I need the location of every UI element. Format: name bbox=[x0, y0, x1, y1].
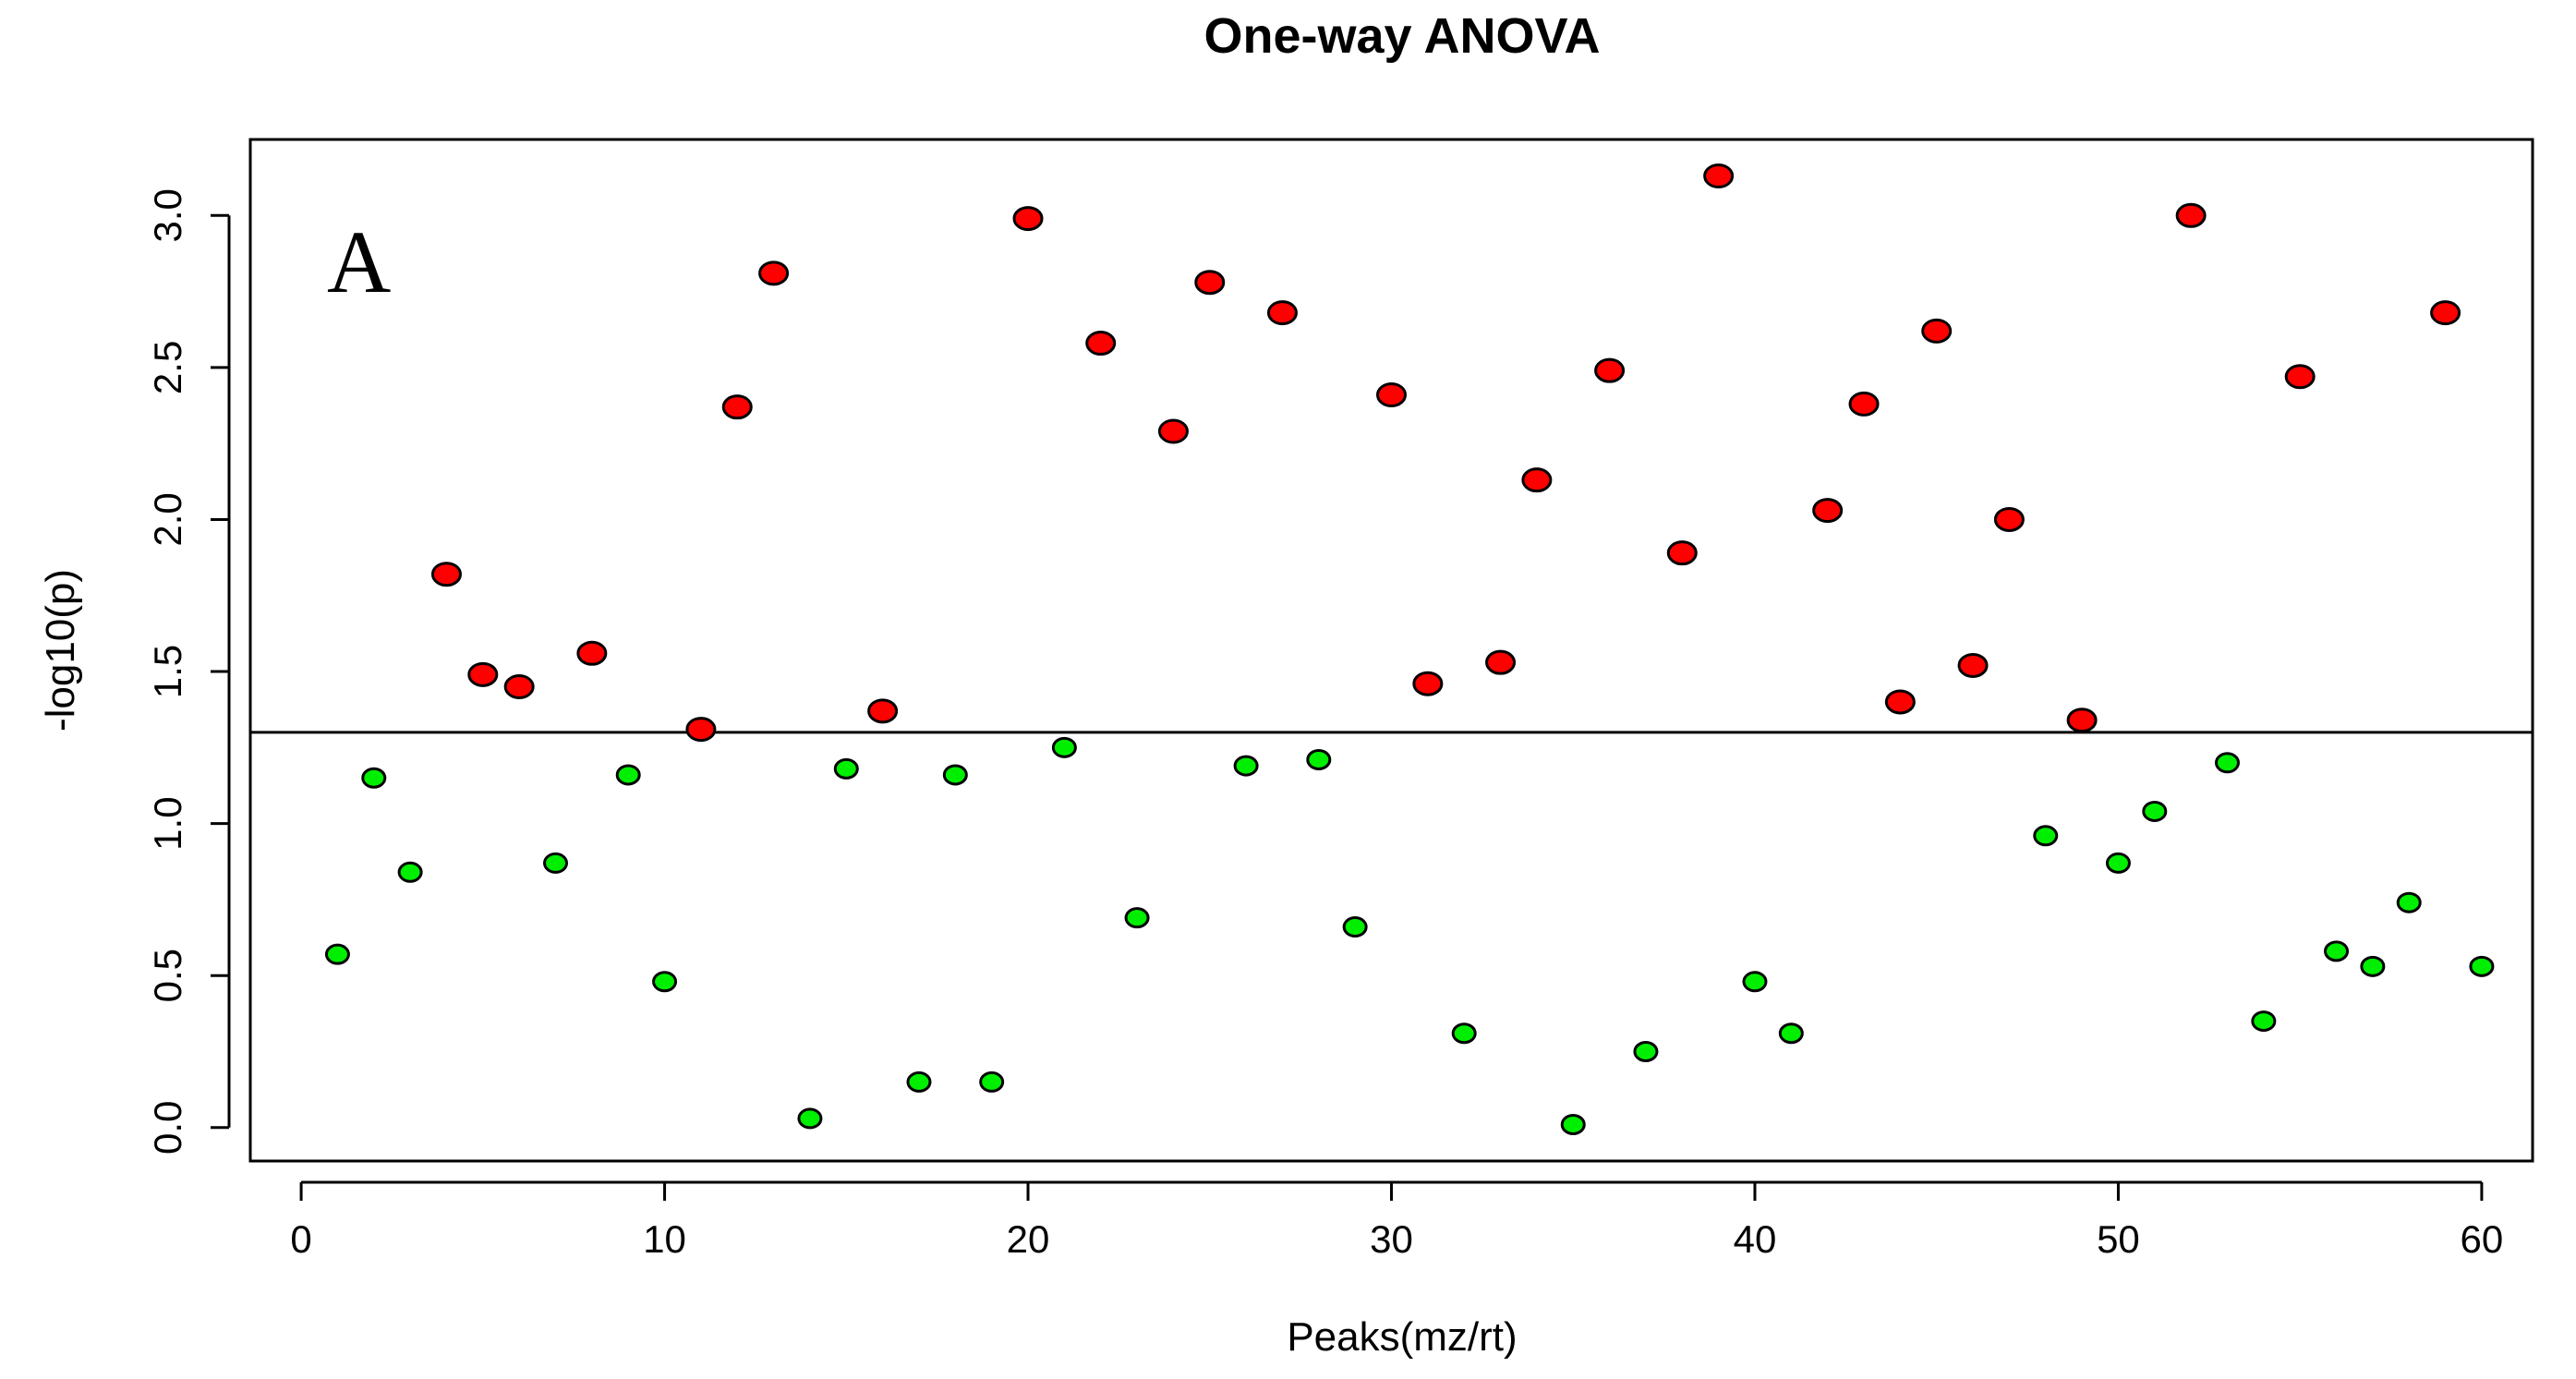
nonsignificant-point bbox=[1233, 755, 1259, 777]
nonsignificant-point bbox=[1633, 1041, 1659, 1062]
y-tick-label: 0.5 bbox=[146, 949, 189, 1002]
significant-point bbox=[867, 698, 899, 724]
data-points bbox=[324, 163, 2495, 1135]
x-tick-label: 40 bbox=[1734, 1217, 1777, 1261]
nonsignificant-point bbox=[543, 852, 569, 874]
significant-point bbox=[1376, 382, 1407, 407]
x-axis: 0 10 20 30 40 50 60 bbox=[290, 1180, 2504, 1261]
nonsignificant-point bbox=[1124, 907, 1150, 929]
significant-point bbox=[1993, 506, 2025, 532]
nonsignificant-point bbox=[397, 861, 423, 883]
x-tick-label: 60 bbox=[2461, 1217, 2504, 1261]
significant-point bbox=[758, 260, 790, 286]
nonsignificant-point bbox=[2396, 891, 2422, 913]
nonsignificant-point bbox=[2142, 800, 2168, 822]
significant-point bbox=[1703, 163, 1735, 188]
nonsignificant-point bbox=[361, 767, 387, 789]
y-tick-label: 3.0 bbox=[146, 188, 189, 242]
significant-point bbox=[1266, 300, 1298, 326]
nonsignificant-point bbox=[1742, 971, 1768, 993]
significant-point bbox=[2284, 364, 2316, 390]
significant-point bbox=[1157, 418, 1189, 444]
significant-point bbox=[1957, 652, 1989, 678]
nonsignificant-point bbox=[2105, 852, 2131, 874]
nonsignificant-point bbox=[2251, 1010, 2277, 1033]
chart-title: One-way ANOVA bbox=[1203, 8, 1600, 64]
nonsignificant-point bbox=[2324, 940, 2350, 962]
y-tick-label: 2.0 bbox=[146, 492, 189, 546]
nonsignificant-point bbox=[2360, 955, 2386, 977]
nonsignificant-point bbox=[906, 1071, 932, 1093]
significant-point bbox=[1194, 270, 1226, 296]
nonsignificant-point bbox=[324, 943, 350, 965]
significant-point bbox=[576, 640, 608, 666]
significant-point bbox=[430, 562, 462, 587]
y-tick-label: 1.0 bbox=[146, 796, 189, 850]
significant-point bbox=[1594, 357, 1626, 383]
nonsignificant-point bbox=[833, 757, 859, 780]
nonsignificant-point bbox=[2214, 752, 2240, 774]
nonsignificant-point bbox=[1342, 916, 1368, 938]
nonsignificant-point bbox=[615, 764, 641, 786]
significant-point bbox=[1666, 540, 1698, 566]
x-tick-label: 10 bbox=[643, 1217, 686, 1261]
x-tick-label: 30 bbox=[1370, 1217, 1413, 1261]
significant-point bbox=[2175, 202, 2207, 228]
significant-point bbox=[1884, 689, 1916, 715]
y-tick-label: 2.5 bbox=[146, 341, 189, 394]
y-tick-label: 1.5 bbox=[146, 645, 189, 698]
nonsignificant-point bbox=[2033, 825, 2059, 847]
plot-frame bbox=[248, 138, 2534, 1163]
significant-point bbox=[721, 394, 753, 420]
significant-point bbox=[1812, 498, 1844, 524]
x-tick-label: 0 bbox=[290, 1217, 311, 1261]
nonsignificant-point bbox=[979, 1071, 1005, 1093]
x-axis-label: Peaks(mz/rt) bbox=[1287, 1314, 1517, 1360]
significant-point bbox=[2066, 708, 2098, 733]
nonsignificant-point bbox=[797, 1107, 823, 1130]
significant-point bbox=[2430, 300, 2461, 326]
nonsignificant-point bbox=[1451, 1022, 1477, 1045]
nonsignificant-point bbox=[942, 764, 968, 786]
significant-point bbox=[685, 717, 717, 743]
x-tick-label: 50 bbox=[2097, 1217, 2140, 1261]
nonsignificant-point bbox=[1560, 1114, 1586, 1135]
significant-point bbox=[1848, 391, 1880, 417]
significant-point bbox=[1485, 649, 1517, 675]
significant-point bbox=[1412, 671, 1444, 696]
significant-point bbox=[503, 674, 535, 699]
nonsignificant-point bbox=[1051, 736, 1077, 758]
significant-point bbox=[1085, 331, 1117, 357]
y-axis-label: -log10(p) bbox=[38, 569, 83, 732]
nonsignificant-point bbox=[1778, 1022, 1804, 1045]
significant-point bbox=[1921, 318, 1953, 344]
y-tick-label: 0.0 bbox=[146, 1101, 189, 1155]
panel-label: A bbox=[327, 212, 391, 311]
x-tick-label: 20 bbox=[1007, 1217, 1050, 1261]
nonsignificant-point bbox=[1306, 749, 1332, 770]
y-axis: 0.0 0.5 1.0 1.5 2.0 2.5 3.0 bbox=[146, 188, 231, 1155]
significant-point bbox=[1012, 206, 1044, 232]
nonsignificant-point bbox=[652, 971, 678, 993]
significant-point bbox=[1521, 467, 1553, 493]
significant-point bbox=[467, 661, 499, 687]
nonsignificant-point bbox=[2469, 955, 2495, 977]
